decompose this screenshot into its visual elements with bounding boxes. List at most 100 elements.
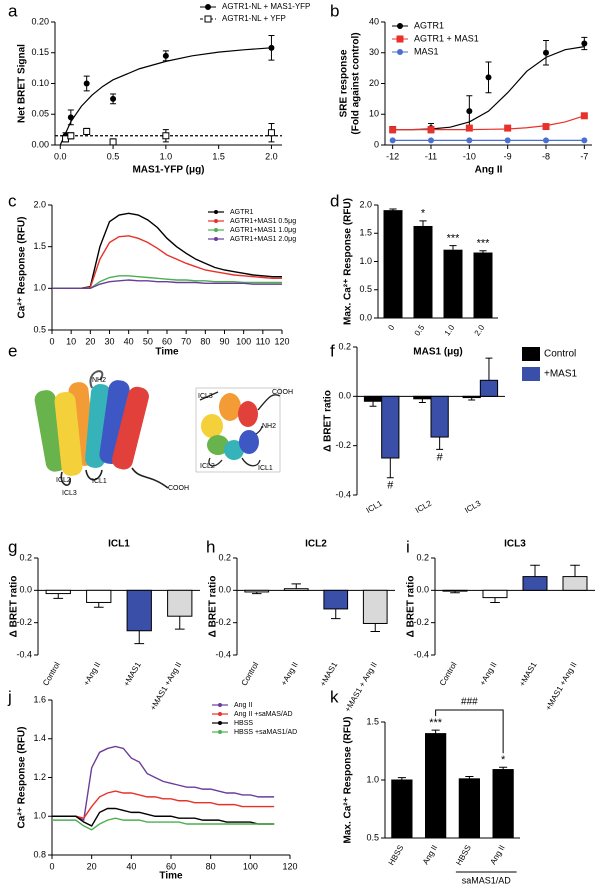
diagram-label: ICL2 [200, 463, 215, 470]
error-bar [397, 777, 406, 780]
panel-letter: j [7, 687, 12, 706]
legend-swatch [214, 228, 218, 232]
legend-label: AGTR1 [230, 209, 253, 216]
x-tick-label: 0.0 [54, 151, 67, 161]
y-tick-label: 1.4 [33, 733, 46, 743]
x-tick-label: 120 [274, 336, 289, 346]
significance-label: *** [429, 717, 443, 729]
y-axis-label: Δ BRET ratio [323, 390, 334, 452]
chart-title: ICL1 [108, 539, 130, 550]
marker [389, 137, 396, 144]
x-tick-label: 70 [181, 336, 191, 346]
bar [443, 249, 463, 319]
panel-letter: a [8, 1, 18, 20]
y-tick-label: 20 [369, 78, 379, 88]
x-tick-label: -9 [504, 151, 512, 161]
x-tick-label: +Ang II [82, 661, 103, 688]
y-tick-label: 40 [369, 16, 379, 26]
legend-label: Ang II +saMAS/AD [234, 711, 293, 718]
series-line [52, 235, 282, 290]
y-tick-label: 0.00 [31, 139, 49, 149]
error-bar [530, 564, 540, 577]
legend-swatch [214, 237, 218, 241]
x-tick-label: -7 [580, 151, 588, 161]
x-tick-label: ICL2 [414, 498, 434, 515]
bar [458, 778, 480, 839]
y-tick-label: -0.2 [335, 440, 351, 450]
y-axis-label: Max. Ca²⁺ Response (RFU) [343, 717, 354, 844]
y-axis-label: Δ BRET ratio [406, 576, 417, 638]
bar [363, 395, 383, 402]
y-tick-label: 0.8 [33, 849, 46, 859]
y-tick-label: 1.5 [33, 241, 46, 251]
marker [465, 124, 473, 132]
error-bar [418, 398, 426, 403]
x-tick-label: Control [240, 660, 261, 687]
error-bar [431, 729, 440, 734]
marker [83, 127, 91, 135]
x-tick-label: 30 [104, 336, 114, 346]
bracket [435, 709, 504, 754]
y-tick-label: 30 [369, 47, 379, 57]
x-tick-label: HBSS [454, 844, 473, 867]
error-bar [449, 245, 457, 251]
error-bar [465, 776, 474, 779]
x-tick-label: 2.0 [265, 151, 278, 161]
legend-label: AGTR1-NL + MAS1-YFP [222, 2, 310, 11]
panel-letter: h [206, 537, 215, 556]
bar [462, 395, 481, 399]
legend-swatch [218, 703, 222, 707]
helix [224, 440, 244, 460]
bar [473, 252, 493, 319]
x-tick-label: ICL3 [463, 498, 483, 515]
x-tick-label: 40 [124, 336, 134, 346]
marker [162, 132, 170, 140]
diagram-label: ICL3 [62, 490, 77, 497]
legend-swatch [218, 730, 222, 734]
bar [86, 589, 112, 603]
x-tick-label: 1.5 [212, 151, 225, 161]
y-tick-label: 0.0 [218, 585, 231, 595]
series-line [52, 279, 282, 290]
legend-label: MAS1 [414, 46, 439, 56]
y-tick-label: 0.0 [416, 585, 429, 595]
x-axis-label: MAS1 (μg) [413, 347, 462, 358]
marker [162, 52, 169, 59]
diagram-label: ICL1 [92, 478, 107, 485]
legend-label: AGTR1+MAS1 0.5μg [230, 218, 296, 225]
legend-swatch [214, 210, 218, 214]
bar [323, 589, 349, 610]
x-tick-label: +MAS1 [318, 660, 339, 688]
helix [112, 386, 149, 470]
x-tick-label: +MAS1 + Ang II [343, 661, 379, 714]
y-axis-label: Ca²⁺ Response (RFU) [17, 727, 28, 829]
panel-letter: d [330, 191, 339, 210]
marker [396, 35, 404, 43]
x-tick-label: -8 [542, 151, 550, 161]
series-line [52, 745, 275, 822]
error-bar [389, 208, 397, 211]
x-tick-label: ICL1 [365, 498, 385, 515]
x-tick-label: 110 [256, 336, 270, 346]
chart-title: ICL2 [305, 539, 327, 550]
group-label: saMAS1/AD [462, 875, 512, 885]
x-tick-label: 1.0 [443, 323, 457, 338]
y-tick-label: 0.2 [218, 552, 231, 562]
y-tick-label: 0.10 [31, 78, 49, 88]
diagram-label: ICL2 [56, 477, 71, 484]
x-tick-label: -10 [463, 151, 476, 161]
legend-label: AGTR1 + MAS1 [414, 33, 479, 43]
helix [34, 390, 67, 472]
helix [207, 435, 229, 455]
y-tick-label: 0.15 [31, 47, 49, 57]
helix [238, 401, 258, 427]
marker [466, 108, 473, 115]
x-tick-label: 20 [85, 336, 95, 346]
legend-label: AGTR1+MAS1 1.0μg [230, 227, 296, 234]
y-tick-label: 0 [374, 139, 379, 149]
marker [204, 15, 212, 23]
error-bar [479, 250, 487, 254]
x-axis-label: MAS1-YFP (μg) [132, 165, 204, 176]
significance-label: # [437, 451, 444, 463]
error-bar [53, 593, 64, 599]
